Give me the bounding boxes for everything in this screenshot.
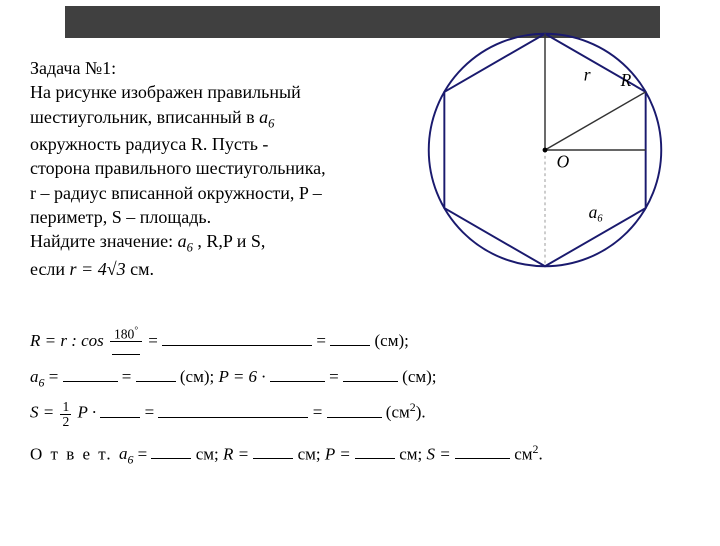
problem-line7: Найдите значение: a6 , R,P и S, [30,229,370,257]
blank [100,402,140,418]
a6-symbol: a6 [259,107,274,127]
blank [158,402,308,418]
fraction-half: 1 2 [60,400,71,428]
formula-R: R = r : cos 180° = = (см); [30,326,700,358]
label-O: O [557,151,570,171]
formula-S: S = 1 2 P · = = (см2). [30,397,700,428]
blank [327,402,382,418]
center-point [543,148,548,153]
blank [343,365,398,381]
blank [63,365,118,381]
blank [355,443,395,459]
blank [270,365,325,381]
blank [151,443,191,459]
blank [253,443,293,459]
fraction-180-n: 180° [110,327,142,358]
r-value: r = 4√3 [70,259,126,279]
blank [330,330,370,346]
blank [136,365,176,381]
problem-line4: сторона правильного шестиугольника, [30,156,370,180]
problem-title: Задача №1: [30,56,370,80]
problem-text: Задача №1: На рисунке изображен правильн… [30,56,370,281]
problem-line2: шестиугольник, вписанный в a6 [30,105,370,133]
answer-line: О т в е т. a6 = см; R = см; P = см; S = … [30,439,700,471]
formula-a6-P: a6 = = (см); P = 6 · = (см); [30,362,700,394]
problem-line1: На рисунке изображен правильный [30,80,370,104]
label-a6: a₆ [589,202,604,222]
blank [455,443,510,459]
formulas-block: R = r : cos 180° = = (см); a6 = = (см); … [30,326,700,475]
problem-line6: периметр, S – площадь. [30,205,370,229]
problem-line8: если r = 4√3 см. [30,257,370,281]
problem-line3: окружность радиуса R. Пусть - [30,132,370,156]
radius-R-line [545,92,646,150]
hexagon-diagram: r R O a₆ [390,10,700,290]
label-r: r [584,64,591,84]
content-area: Задача №1: На рисунке изображен правильн… [0,38,720,281]
label-R: R [620,70,632,90]
blank [162,330,312,346]
problem-line5: r – радиус вписанной окружности, P – [30,181,370,205]
